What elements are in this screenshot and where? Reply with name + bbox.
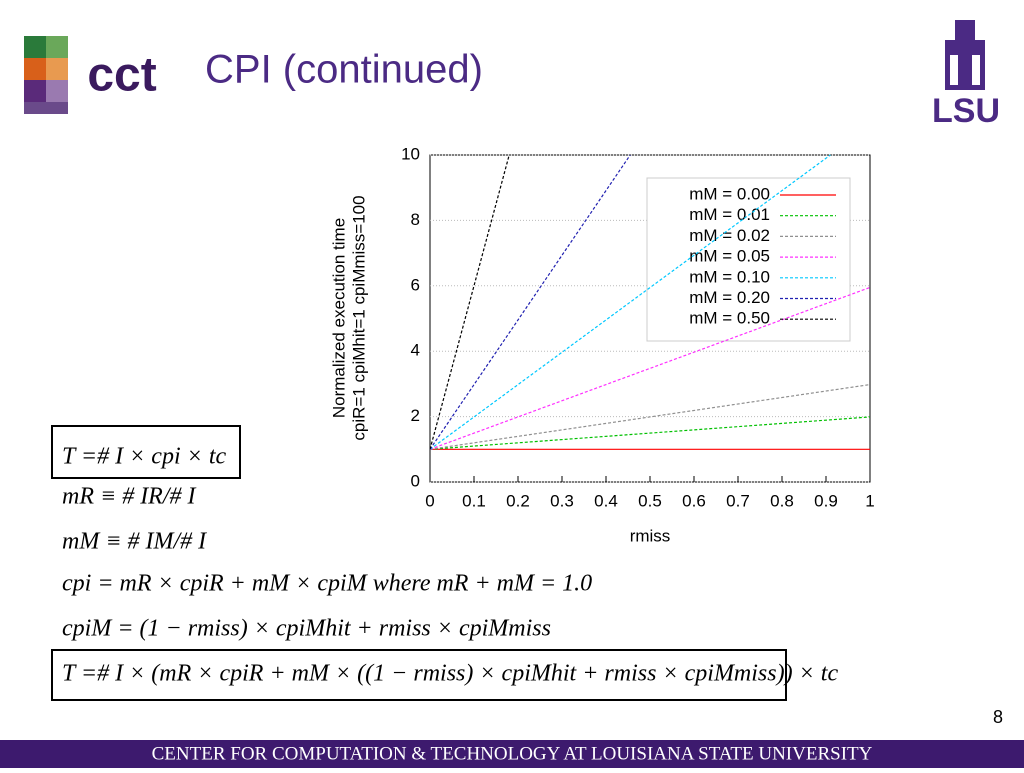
x-tick-label: 0.3 <box>550 491 574 510</box>
legend-label: mM = 0.10 <box>689 267 770 286</box>
legend-label: mM = 0.50 <box>689 309 770 328</box>
formula: cpiM = (1 − rmiss) × cpiMhit + rmiss × c… <box>62 616 551 642</box>
series-line <box>429 154 510 450</box>
series-line <box>429 154 631 450</box>
formula: mM ≡ # IM/# I <box>62 529 207 555</box>
x-tick-label: 0.4 <box>594 491 618 510</box>
footer-text: CENTER FOR COMPUTATION & TECHNOLOGY AT L… <box>152 743 873 764</box>
y-tick-label: 4 <box>411 341 420 360</box>
y-tick-label: 2 <box>411 406 420 425</box>
formula-box <box>51 425 241 479</box>
legend-box <box>646 177 851 342</box>
x-tick-label: 0.6 <box>682 491 706 510</box>
y-axis-label: Normalized execution time <box>329 218 348 418</box>
series-line <box>429 286 871 450</box>
y-tick-label: 6 <box>411 275 420 294</box>
logo-text: LSU <box>932 92 1000 130</box>
x-tick-label: 0.1 <box>462 491 486 510</box>
x-tick-label: 0 <box>425 491 434 510</box>
slide-title: CPI (continued) <box>205 48 483 92</box>
formula: T =# I × cpi × tc <box>62 444 226 470</box>
logo-text: cct <box>87 49 156 102</box>
y-tick-label: 0 <box>411 471 420 490</box>
legend-label: mM = 0.00 <box>689 184 770 203</box>
x-tick-label: 0.8 <box>770 491 794 510</box>
series-line <box>429 154 831 450</box>
x-tick-label: 0.9 <box>814 491 838 510</box>
legend-label: mM = 0.02 <box>689 226 770 245</box>
formula: cpi = mR × cpiR + mM × cpiM where mR + m… <box>62 571 592 597</box>
footer-bar <box>0 740 1024 768</box>
y-axis-label: cpiR=1 cpiMhit=1 cpiMmiss=100 <box>349 195 368 440</box>
y-tick-label: 10 <box>401 144 420 163</box>
legend-label: mM = 0.01 <box>689 205 770 224</box>
x-tick-label: 1 <box>865 491 874 510</box>
page-number: 8 <box>993 707 1003 727</box>
lsu-logo <box>945 20 985 90</box>
legend-label: mM = 0.20 <box>689 288 770 307</box>
formula: T =# I × (mR × cpiR + mM × ((1 − rmiss) … <box>62 661 838 687</box>
cct-logo <box>24 36 68 114</box>
series-line <box>429 416 871 450</box>
formula: mR ≡ # IR/# I <box>62 484 197 510</box>
legend-label: mM = 0.05 <box>689 247 770 266</box>
x-tick-label: 0.2 <box>506 491 530 510</box>
y-tick-label: 8 <box>411 210 420 229</box>
series-line <box>429 383 871 450</box>
x-tick-label: 0.5 <box>638 491 662 510</box>
x-tick-label: 0.7 <box>726 491 750 510</box>
formula-box <box>51 649 787 701</box>
x-axis-label: rmiss <box>630 526 671 545</box>
